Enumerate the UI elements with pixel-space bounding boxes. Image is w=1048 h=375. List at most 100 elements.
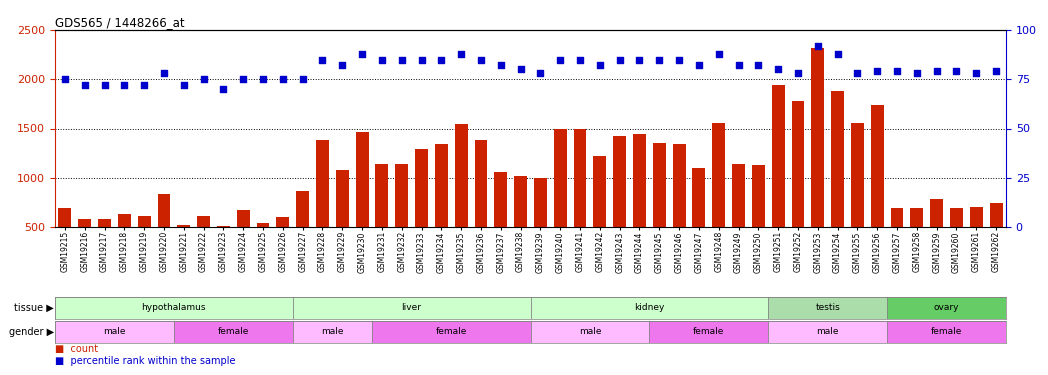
Text: male: male: [578, 327, 602, 336]
Bar: [911, 208, 923, 227]
Text: gender ▶: gender ▶: [8, 327, 53, 337]
Point: [987, 68, 1004, 74]
Bar: [768, 297, 887, 319]
Text: testis: testis: [815, 303, 840, 312]
Point: [116, 82, 133, 88]
Bar: [593, 156, 607, 227]
Point: [691, 63, 707, 69]
Bar: [297, 190, 309, 227]
Text: female: female: [693, 327, 724, 336]
Bar: [174, 321, 292, 343]
Point: [948, 68, 965, 74]
Point: [373, 57, 390, 63]
Bar: [653, 143, 665, 227]
Point: [354, 51, 371, 57]
Point: [96, 82, 113, 88]
Point: [671, 57, 687, 63]
Text: female: female: [931, 327, 962, 336]
Point: [77, 82, 93, 88]
Point: [552, 57, 569, 63]
Text: GDS565 / 1448266_at: GDS565 / 1448266_at: [54, 16, 184, 29]
Bar: [54, 297, 292, 319]
Bar: [455, 124, 467, 227]
Bar: [989, 203, 1003, 227]
Point: [57, 76, 73, 82]
Text: liver: liver: [401, 303, 421, 312]
Point: [929, 68, 945, 74]
Point: [334, 63, 351, 69]
Bar: [791, 101, 805, 227]
Point: [493, 63, 509, 69]
Bar: [693, 168, 705, 227]
Bar: [553, 129, 567, 227]
Bar: [355, 132, 369, 227]
Point: [473, 57, 489, 63]
Point: [750, 63, 767, 69]
Bar: [415, 149, 428, 227]
Point: [631, 57, 648, 63]
Point: [532, 70, 549, 76]
Point: [591, 63, 608, 69]
Bar: [573, 129, 587, 227]
Bar: [871, 105, 883, 227]
Bar: [530, 321, 650, 343]
Bar: [673, 144, 685, 227]
Point: [968, 70, 985, 76]
Bar: [99, 219, 111, 227]
Bar: [887, 297, 1006, 319]
Bar: [435, 144, 447, 227]
Point: [136, 82, 153, 88]
Text: male: male: [103, 327, 126, 336]
Point: [275, 76, 291, 82]
Point: [512, 66, 529, 72]
Point: [215, 86, 232, 92]
Text: female: female: [218, 327, 249, 336]
Bar: [292, 321, 372, 343]
Text: female: female: [436, 327, 467, 336]
Bar: [137, 216, 151, 227]
Point: [711, 51, 727, 57]
Point: [789, 70, 806, 76]
Bar: [316, 140, 329, 227]
Bar: [530, 297, 768, 319]
Bar: [887, 321, 1006, 343]
Bar: [811, 48, 824, 227]
Bar: [891, 208, 903, 227]
Point: [909, 70, 925, 76]
Bar: [768, 321, 887, 343]
Point: [849, 70, 866, 76]
Point: [829, 51, 846, 57]
Point: [889, 68, 905, 74]
Bar: [177, 225, 191, 227]
Bar: [931, 200, 943, 227]
Bar: [197, 216, 210, 227]
Bar: [375, 164, 389, 227]
Point: [611, 57, 628, 63]
Bar: [515, 176, 527, 227]
Point: [175, 82, 192, 88]
Point: [869, 68, 886, 74]
Text: ■  count: ■ count: [54, 344, 99, 354]
Bar: [633, 134, 646, 227]
Bar: [951, 208, 963, 227]
Text: male: male: [321, 327, 344, 336]
Point: [571, 57, 588, 63]
Text: hypothalamus: hypothalamus: [141, 303, 206, 312]
Point: [155, 70, 172, 76]
Text: male: male: [816, 327, 839, 336]
Bar: [79, 219, 91, 227]
Point: [413, 57, 430, 63]
Bar: [534, 178, 547, 227]
Bar: [54, 321, 174, 343]
Bar: [969, 207, 983, 227]
Point: [255, 76, 271, 82]
Point: [770, 66, 787, 72]
Point: [651, 57, 668, 63]
Point: [314, 57, 331, 63]
Point: [235, 76, 252, 82]
Text: ovary: ovary: [934, 303, 959, 312]
Bar: [771, 85, 785, 227]
Bar: [292, 297, 530, 319]
Bar: [733, 164, 745, 227]
Bar: [475, 140, 487, 227]
